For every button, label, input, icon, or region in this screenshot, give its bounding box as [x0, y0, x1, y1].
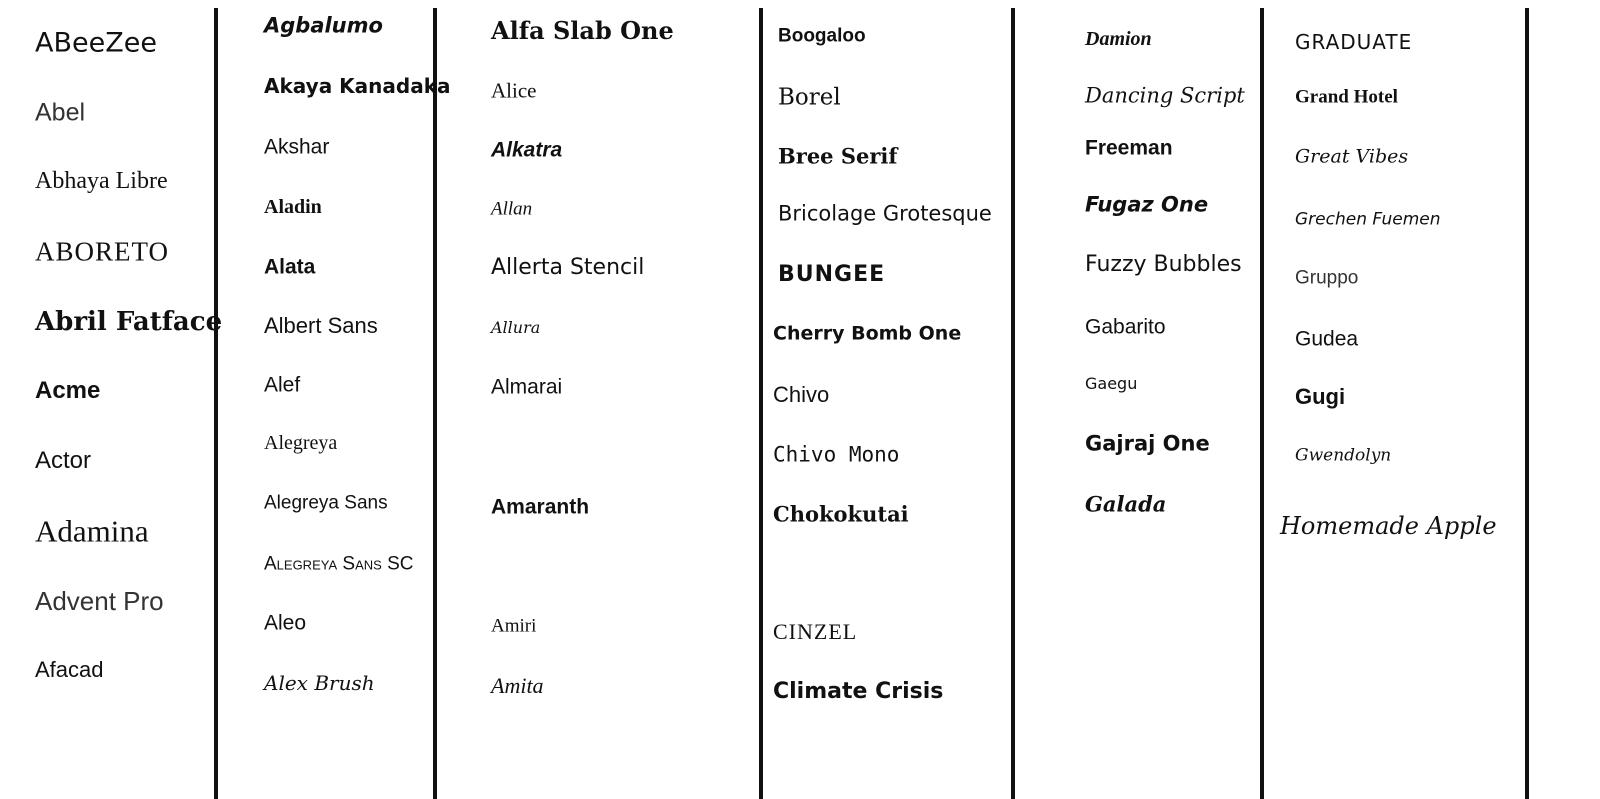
font-name-label: Gajraj One	[1085, 431, 1210, 456]
font-name-label: Gabarito	[1085, 315, 1166, 339]
font-name-label: Abhaya Libre	[35, 168, 168, 194]
font-name-label: Fugaz One	[1085, 192, 1209, 217]
font-name-label: Albert Sans	[264, 313, 378, 338]
font-name-label: Cherry Bomb One	[773, 322, 962, 345]
font-name-label: Freeman	[1085, 136, 1173, 160]
font-name-label: Bree Serif	[778, 143, 898, 169]
column-divider	[1011, 8, 1015, 799]
column-divider	[214, 8, 218, 799]
font-name-label: Alegreya Sans SC	[264, 553, 414, 575]
column-divider	[433, 8, 437, 799]
font-name-label: Fuzzy Bubbles	[1085, 252, 1242, 277]
font-name-label: Aladin	[264, 196, 322, 218]
font-name-label: Gruppo	[1295, 267, 1359, 289]
font-name-label: Galada	[1085, 491, 1167, 517]
font-name-label: Alfa Slab One	[491, 16, 674, 45]
font-name-label: Alata	[264, 255, 316, 279]
font-name-label: Alegreya Sans	[264, 492, 388, 514]
font-name-label: Almarai	[491, 375, 563, 399]
font-name-label: Allerta Stencil	[491, 255, 645, 280]
font-name-label: Alkatra	[491, 138, 563, 162]
font-name-label: Amaranth	[491, 495, 590, 519]
font-name-label: Bricolage Grotesque	[778, 201, 992, 226]
font-name-label: Great Vibes	[1295, 145, 1409, 168]
font-name-label: GRADUATE	[1295, 30, 1413, 54]
font-name-label: Afacad	[35, 657, 104, 682]
font-name-label: BUNGEE	[778, 262, 886, 287]
font-name-label: Acme	[35, 377, 101, 404]
font-name-label: Alice	[491, 78, 537, 103]
font-name-label: Damion	[1085, 28, 1152, 50]
font-name-label: Akaya Kanadaka	[264, 74, 451, 98]
font-name-label: Agbalumo	[264, 13, 383, 38]
font-name-label: Chokokutai	[773, 501, 909, 527]
font-name-label: Abril Fatface	[35, 307, 223, 337]
font-name-label: Alef	[264, 373, 301, 397]
font-name-label: Advent Pro	[35, 586, 164, 616]
font-name-label: ABORETO	[35, 236, 170, 267]
font-name-label: Grand Hotel	[1295, 86, 1398, 108]
font-name-label: Akshar	[264, 135, 330, 159]
font-name-label: Allan	[491, 198, 533, 220]
font-name-label: Grechen Fuemen	[1295, 209, 1441, 230]
font-name-label: Dancing Script	[1085, 83, 1245, 108]
font-name-label: Homemade Apple	[1280, 512, 1497, 540]
font-name-label: Alegreya	[264, 432, 338, 454]
column-divider	[1525, 8, 1529, 799]
font-name-label: Abel	[35, 98, 86, 127]
font-name-label: Gudea	[1295, 327, 1359, 351]
column-divider	[1260, 8, 1264, 799]
font-name-label: Borel	[778, 84, 841, 111]
font-name-label: Gaegu	[1085, 374, 1138, 393]
column-divider	[759, 8, 763, 799]
font-name-label: CINZEL	[773, 619, 858, 644]
font-name-label: Gugi	[1295, 384, 1346, 409]
font-name-label: Amita	[491, 673, 544, 698]
font-name-label: Amiri	[491, 615, 537, 637]
font-name-label: Adamina	[35, 513, 149, 549]
font-name-label: Aleo	[264, 611, 307, 635]
font-name-label: ABeeZee	[35, 27, 157, 59]
font-name-label: Climate Crisis	[773, 679, 944, 704]
font-name-label: Gwendolyn	[1295, 445, 1392, 466]
font-name-label: Chivo Mono	[773, 442, 900, 467]
font-name-label: Chivo	[773, 382, 830, 407]
font-name-label: Actor	[35, 447, 92, 474]
font-name-label: Allura	[491, 318, 541, 337]
font-name-label: Boogaloo	[778, 25, 866, 47]
font-name-label: Alex Brush	[264, 671, 375, 695]
